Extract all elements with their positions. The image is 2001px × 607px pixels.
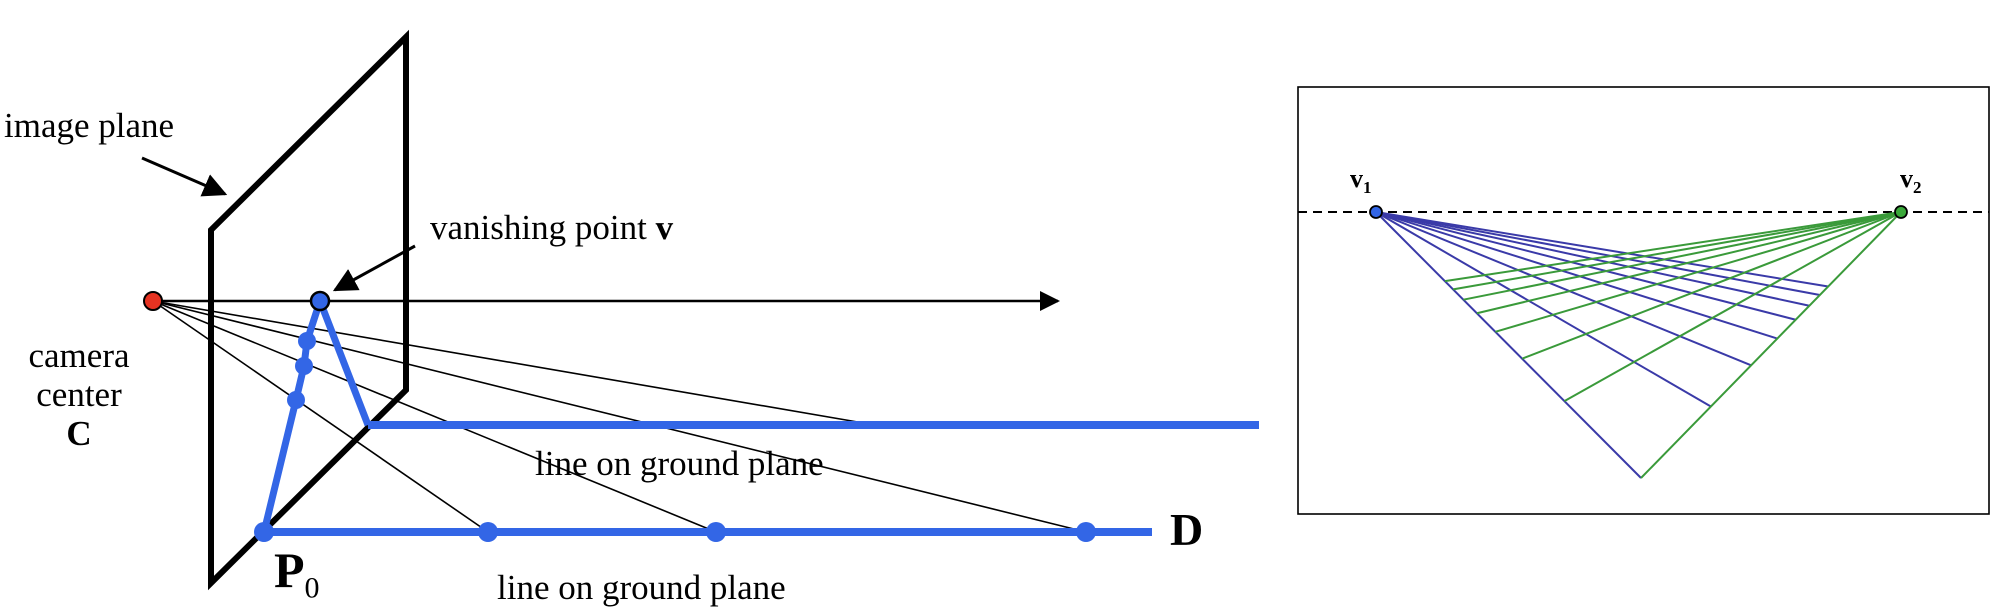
projected-point — [295, 357, 313, 375]
grid-line-to-v2 — [1563, 211, 1902, 402]
image-plane-pointer-arrow — [141, 156, 228, 197]
camera-symbol: C — [66, 414, 92, 453]
direction-d-label: D — [1170, 504, 1204, 555]
camera-label-line1: camera — [28, 336, 130, 375]
projection-ray — [152, 300, 717, 533]
point-p0-subscript: 0 — [304, 571, 320, 605]
grid-line-to-v2 — [1452, 211, 1902, 291]
v1-subscript: 1 — [1363, 177, 1372, 197]
grid-line-to-v1 — [1375, 211, 1642, 479]
grid-line-to-v1 — [1375, 211, 1821, 297]
grid-line-to-v2 — [1495, 211, 1902, 333]
grid-line-to-v1 — [1375, 211, 1752, 367]
projected-point — [287, 391, 305, 409]
projected-line-upper — [316, 299, 372, 427]
ground-line-label-lower: line on ground plane — [497, 568, 786, 607]
point-p0 — [254, 522, 274, 542]
vanishing-point-pointer-arrow — [332, 244, 416, 292]
projection-ray — [152, 300, 876, 426]
v2-label: v2 — [1900, 166, 1922, 196]
ground-point — [706, 522, 726, 542]
v1-symbol: v — [1350, 164, 1363, 193]
grid-line-to-v1 — [1375, 211, 1778, 340]
point-p0-label: P0 — [274, 545, 320, 604]
grid-line-to-v1 — [1375, 211, 1829, 288]
grid-line-to-v2 — [1444, 211, 1902, 283]
point-p0-symbol: P — [274, 542, 305, 598]
vanishing-point-v1 — [1369, 205, 1383, 219]
vanishing-point-symbol: v — [655, 208, 674, 247]
camera-center-point — [143, 291, 163, 311]
camera-center-label: camera center C — [10, 338, 148, 451]
v1-label: v1 — [1350, 166, 1372, 196]
vanishing-point — [309, 290, 331, 312]
v2-subscript: 2 — [1913, 177, 1922, 197]
grid-line-to-v2 — [1476, 211, 1902, 315]
image-frame — [1297, 86, 1990, 515]
vanishing-point-label: vanishing point v — [430, 210, 673, 245]
grid-line-to-v2 — [1640, 211, 1902, 479]
image-plane-label: image plane — [4, 106, 175, 145]
grid-line-to-v1 — [1375, 211, 1712, 408]
vanishing-point-v2 — [1894, 205, 1908, 219]
image-plane — [208, 29, 409, 591]
ground-point — [1076, 522, 1096, 542]
camera-label-line2: center — [36, 375, 122, 414]
projection-ray — [152, 300, 489, 533]
v2-symbol: v — [1900, 164, 1913, 193]
grid-line-to-v2 — [1463, 211, 1902, 301]
perspective-grid — [1375, 211, 1902, 479]
projected-point — [298, 332, 316, 350]
grid-line-to-v2 — [1521, 211, 1902, 360]
ground-line-label-upper: line on ground plane — [535, 444, 824, 483]
vanishing-point-label-text: vanishing point — [430, 208, 647, 247]
ground-point — [478, 522, 498, 542]
